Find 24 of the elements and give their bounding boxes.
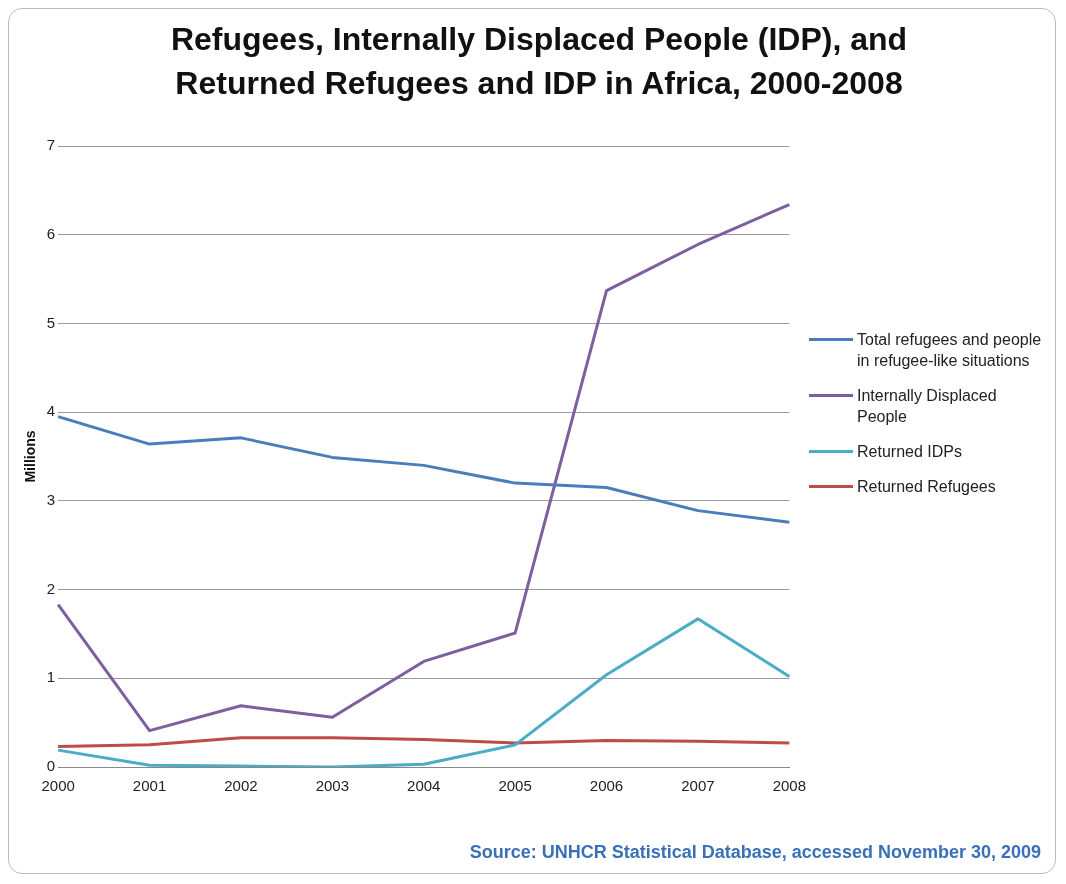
x-tick-label: 2003 bbox=[315, 777, 350, 795]
x-tick-label: 2004 bbox=[407, 777, 441, 795]
legend-label: Total refugees and people in refugee-like situations bbox=[857, 330, 1043, 371]
x-tick-label: 2001 bbox=[132, 777, 167, 795]
y-tick-label: 7 bbox=[46, 136, 56, 154]
x-tick-label: 2006 bbox=[589, 777, 624, 795]
x-tick-label: 2008 bbox=[772, 777, 806, 795]
source-note: Source: UNHCR Statistical Database, accessed November 30, 2009 bbox=[469, 842, 1041, 863]
x-tick-label: 2005 bbox=[498, 777, 532, 795]
legend-label: Internally Displaced People bbox=[857, 386, 998, 427]
x-tick-label: 2007 bbox=[681, 777, 715, 795]
y-tick-label: 5 bbox=[46, 313, 56, 331]
y-axis-title: Millions bbox=[22, 430, 39, 483]
y-tick-label: 0 bbox=[46, 757, 56, 775]
legend-label: Returned Refugees bbox=[857, 477, 996, 497]
x-tick-label: 2002 bbox=[224, 777, 258, 795]
y-tick-label: 3 bbox=[46, 491, 56, 508]
legend-label: Returned IDPs bbox=[857, 442, 962, 462]
y-tick-label: 1 bbox=[46, 668, 56, 686]
y-tick-label: 4 bbox=[46, 402, 56, 420]
x-tick-label: 2000 bbox=[41, 777, 75, 795]
y-tick-label: 2 bbox=[46, 579, 56, 597]
y-tick-label: 6 bbox=[46, 224, 56, 242]
chart-title: Refugees, Internally Displaced People (IDP), and Returned Refugees and IDP in Africa, 2000-2008 bbox=[169, 20, 909, 103]
